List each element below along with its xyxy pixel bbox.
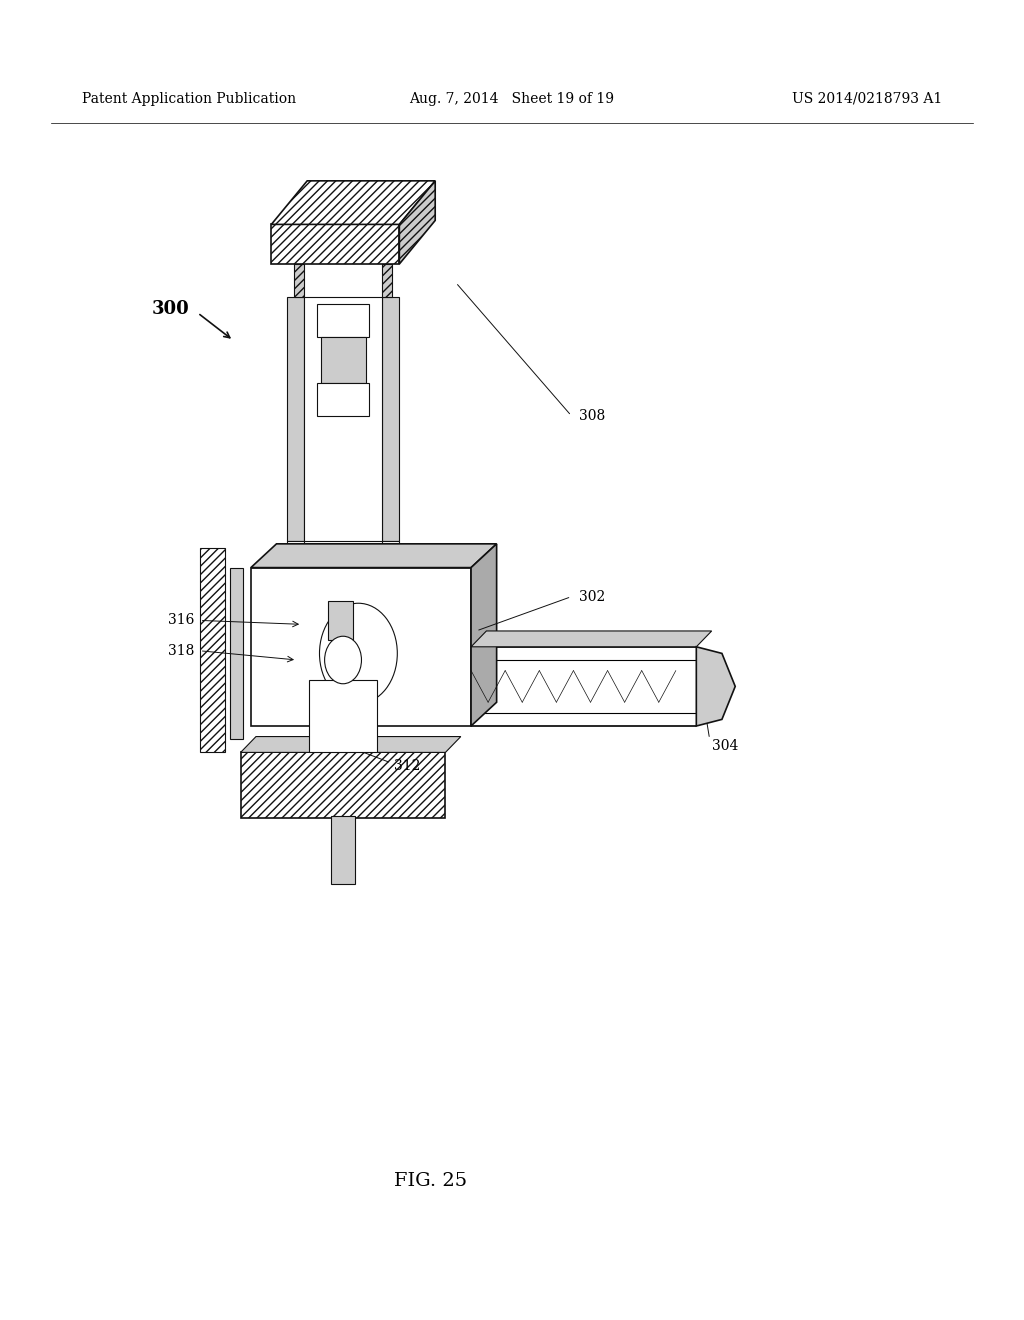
Polygon shape <box>251 544 497 568</box>
Bar <box>230 568 243 739</box>
Text: 300: 300 <box>152 300 189 318</box>
Bar <box>382 264 392 297</box>
Bar <box>321 337 366 383</box>
Polygon shape <box>331 816 355 884</box>
Polygon shape <box>471 631 712 647</box>
Text: Patent Application Publication: Patent Application Publication <box>82 92 296 106</box>
Bar <box>287 541 304 594</box>
Polygon shape <box>271 224 399 264</box>
Text: 316: 316 <box>168 614 195 627</box>
Polygon shape <box>399 181 435 264</box>
Text: 302: 302 <box>579 590 605 603</box>
Bar <box>382 297 399 541</box>
Bar <box>382 541 399 594</box>
Text: Aug. 7, 2014   Sheet 19 of 19: Aug. 7, 2014 Sheet 19 of 19 <box>410 92 614 106</box>
Polygon shape <box>471 544 497 726</box>
Text: 312: 312 <box>394 759 421 772</box>
Text: FIG. 25: FIG. 25 <box>393 1172 467 1191</box>
Text: 304: 304 <box>712 739 738 752</box>
Polygon shape <box>241 752 445 818</box>
Text: US 2014/0218793 A1: US 2014/0218793 A1 <box>792 92 942 106</box>
Polygon shape <box>696 647 735 726</box>
Bar <box>200 548 225 752</box>
Text: 308: 308 <box>579 409 605 422</box>
Polygon shape <box>251 568 471 726</box>
Polygon shape <box>241 737 461 752</box>
Bar <box>317 383 369 416</box>
Polygon shape <box>271 181 435 224</box>
Circle shape <box>319 603 397 704</box>
Circle shape <box>325 636 361 684</box>
Bar <box>309 680 377 752</box>
Bar <box>294 264 304 297</box>
Text: 318: 318 <box>168 644 195 657</box>
Bar <box>317 304 369 337</box>
Bar <box>287 297 304 541</box>
Polygon shape <box>328 601 353 640</box>
Bar <box>304 297 382 541</box>
